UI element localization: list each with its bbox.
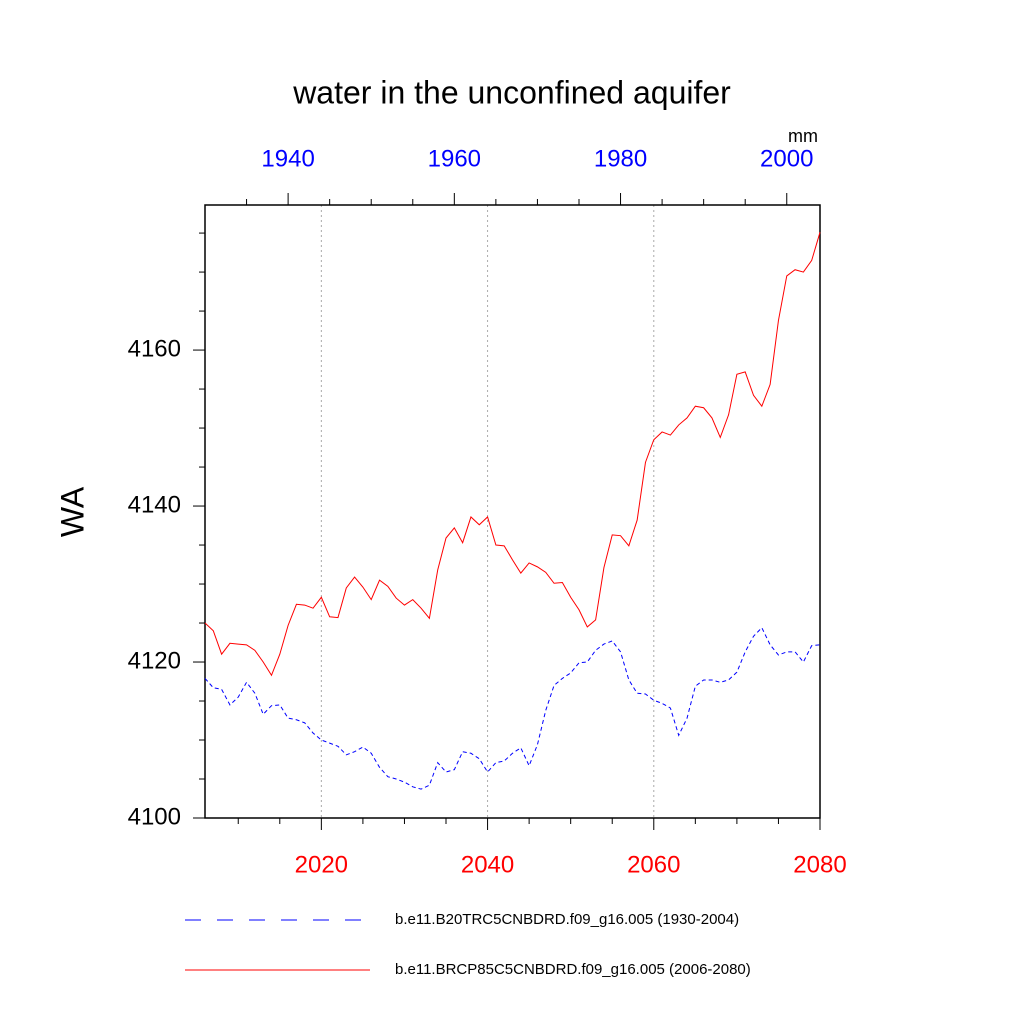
x-tick-label: 2040 [461,851,514,878]
x2-tick-label: 2000 [760,145,813,172]
data-line [204,626,821,790]
y-axis-label: WA [54,486,90,537]
legend-label: b.e11.B20TRC5CNBDRD.f09_g16.005 (1930-20… [395,911,739,928]
x-tick-label: 2080 [793,851,846,878]
x2-tick-label: 1980 [594,145,647,172]
y-tick-label: 4100 [128,803,181,830]
x-tick-label: 2060 [627,851,680,878]
y-tick-label: 4140 [128,491,181,518]
units-label: mm [788,126,818,146]
x2-tick-label: 1960 [428,145,481,172]
data-line [204,232,821,677]
y-tick-label: 4160 [128,335,181,362]
legend-label: b.e11.BRCP85C5CNBDRD.f09_g16.005 (2006-2… [395,961,751,978]
x2-tick-label: 1940 [261,145,314,172]
plot-frame [204,204,821,819]
y-tick-label: 4120 [128,647,181,674]
chart-title: water in the unconfined aquifer [292,74,731,110]
x-tick-label: 2020 [295,851,348,878]
